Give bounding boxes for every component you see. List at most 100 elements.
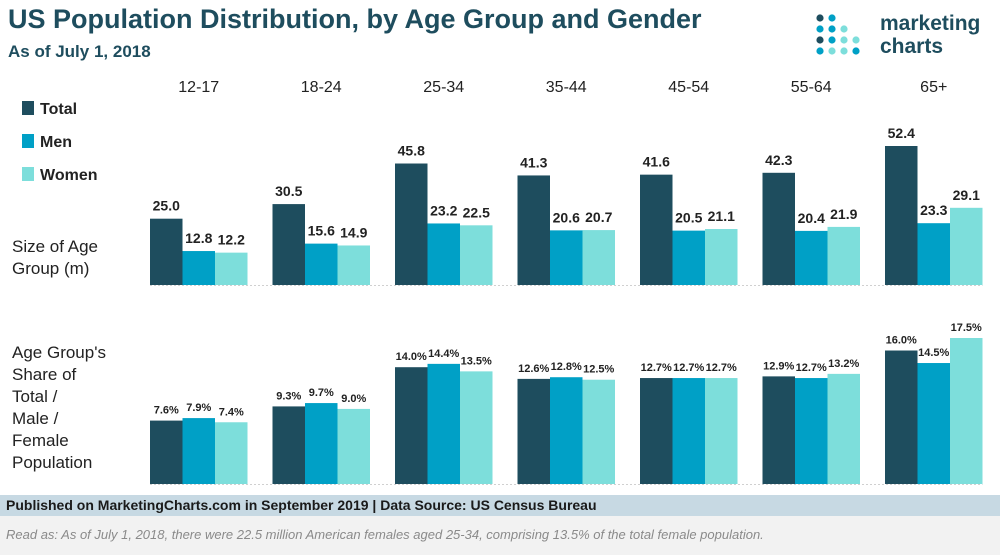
legend-label: Total <box>40 101 77 118</box>
size-data-label: 15.6 <box>308 223 335 239</box>
logo-dot <box>840 25 848 33</box>
share-data-label: 13.5% <box>461 355 492 367</box>
category-label: 45-54 <box>668 79 709 96</box>
share-row-label-line: Female <box>12 431 69 450</box>
share-data-label: 7.9% <box>186 402 211 414</box>
size-bar <box>150 218 183 285</box>
share-data-label: 9.0% <box>341 393 366 405</box>
size-data-label: 30.5 <box>275 183 302 199</box>
share-data-label: 9.3% <box>276 390 301 402</box>
logo-dot <box>828 25 836 33</box>
logo-dot <box>852 36 860 44</box>
share-bar <box>950 338 983 484</box>
logo-text-line2: charts <box>880 35 944 58</box>
size-data-label: 20.7 <box>585 209 612 225</box>
share-data-label: 12.5% <box>583 364 614 376</box>
share-bar <box>582 379 615 484</box>
size-bar <box>305 243 338 285</box>
size-data-label: 29.1 <box>953 187 980 203</box>
size-bar <box>582 230 615 285</box>
legend-swatch <box>22 101 34 115</box>
share-data-label: 7.4% <box>219 406 244 418</box>
size-data-label: 21.1 <box>708 208 735 224</box>
logo-dots-icon <box>816 14 860 55</box>
share-row-label-line: Share of <box>12 365 77 384</box>
share-bar <box>272 406 305 484</box>
share-bar <box>517 378 550 484</box>
share-bar <box>640 378 673 484</box>
size-data-label: 52.4 <box>888 125 915 141</box>
share-bar <box>672 378 705 484</box>
legend-label: Men <box>40 134 72 151</box>
share-bar <box>182 418 215 484</box>
logo-text-line1: marketing <box>880 12 981 35</box>
share-data-label: 7.6% <box>154 405 179 417</box>
category-label: 35-44 <box>546 79 587 96</box>
share-bar <box>762 376 795 484</box>
share-data-label: 12.8% <box>551 361 582 373</box>
share-row-label: Age Group's Share of Total / Male / Fema… <box>12 342 106 474</box>
category-label: 12-17 <box>178 79 219 96</box>
size-bar <box>950 207 983 285</box>
share-bar <box>550 377 583 484</box>
share-data-label: 12.9% <box>763 360 794 372</box>
size-bar <box>272 204 305 285</box>
size-data-label: 23.2 <box>430 202 457 218</box>
size-data-label: 12.8 <box>185 230 212 246</box>
category-label: 18-24 <box>301 79 342 96</box>
source-text: Published on MarketingCharts.com in Sept… <box>6 497 597 513</box>
size-bar <box>337 245 370 285</box>
logo-dot <box>828 36 836 44</box>
logo-dot <box>828 14 836 22</box>
size-data-label: 20.4 <box>798 210 825 226</box>
size-data-label: 14.9 <box>340 224 367 240</box>
source-footer: Published on MarketingCharts.com in Sept… <box>0 495 1000 516</box>
size-bar <box>517 175 550 285</box>
share-bar <box>150 420 183 484</box>
size-data-label: 21.9 <box>830 206 857 222</box>
size-bar <box>427 223 460 285</box>
size-data-label: 20.6 <box>553 209 580 225</box>
size-bar <box>215 252 248 285</box>
size-bar <box>640 174 673 285</box>
size-bar <box>885 146 918 285</box>
share-bar <box>395 367 428 484</box>
share-row-label-line: Population <box>12 453 93 472</box>
read-as-note: Read as: As of July 1, 2018, there were … <box>0 516 1000 555</box>
share-bar <box>827 373 860 484</box>
category-label: 65+ <box>920 79 947 96</box>
share-data-label: 13.2% <box>828 358 859 370</box>
share-data-label: 12.6% <box>518 363 549 375</box>
size-row-label-line: Size of Age <box>12 237 99 256</box>
chart-subtitle: As of July 1, 2018 <box>8 42 151 61</box>
size-data-label: 41.6 <box>643 154 670 170</box>
size-data-label: 41.3 <box>520 154 547 170</box>
size-data-label: 42.3 <box>765 152 792 168</box>
size-bar <box>795 230 828 285</box>
size-bar <box>672 230 705 285</box>
share-data-label: 12.7% <box>641 362 672 374</box>
size-data-label: 20.5 <box>675 210 702 226</box>
size-data-label: 22.5 <box>463 204 490 220</box>
size-bar <box>705 229 738 285</box>
size-data-label: 12.2 <box>218 232 245 248</box>
size-row-label: Size of Age Group (m) <box>12 236 98 280</box>
logo-dot <box>840 47 848 55</box>
category-label: 55-64 <box>791 79 832 96</box>
size-data-label: 45.8 <box>398 143 425 159</box>
share-row-label-line: Male / <box>12 409 59 428</box>
marketingcharts-logo[interactable]: marketing charts <box>814 10 994 60</box>
size-bar <box>182 251 215 285</box>
share-row-label-line: Total / <box>12 387 58 406</box>
share-data-label: 14.5% <box>918 347 949 359</box>
share-bar <box>215 422 248 484</box>
share-bar <box>305 403 338 484</box>
share-bar <box>427 363 460 484</box>
grouped-bar-charts: 12-17 18-24 25-34 35-44 45-54 55-64 65+ Total Me… <box>22 79 983 485</box>
size-bar <box>550 230 583 285</box>
logo-dot <box>852 47 860 55</box>
size-data-label: 25.0 <box>153 198 180 214</box>
legend-swatch <box>22 167 34 181</box>
logo-text: marketing charts <box>880 12 980 58</box>
logo-dot <box>828 47 836 55</box>
